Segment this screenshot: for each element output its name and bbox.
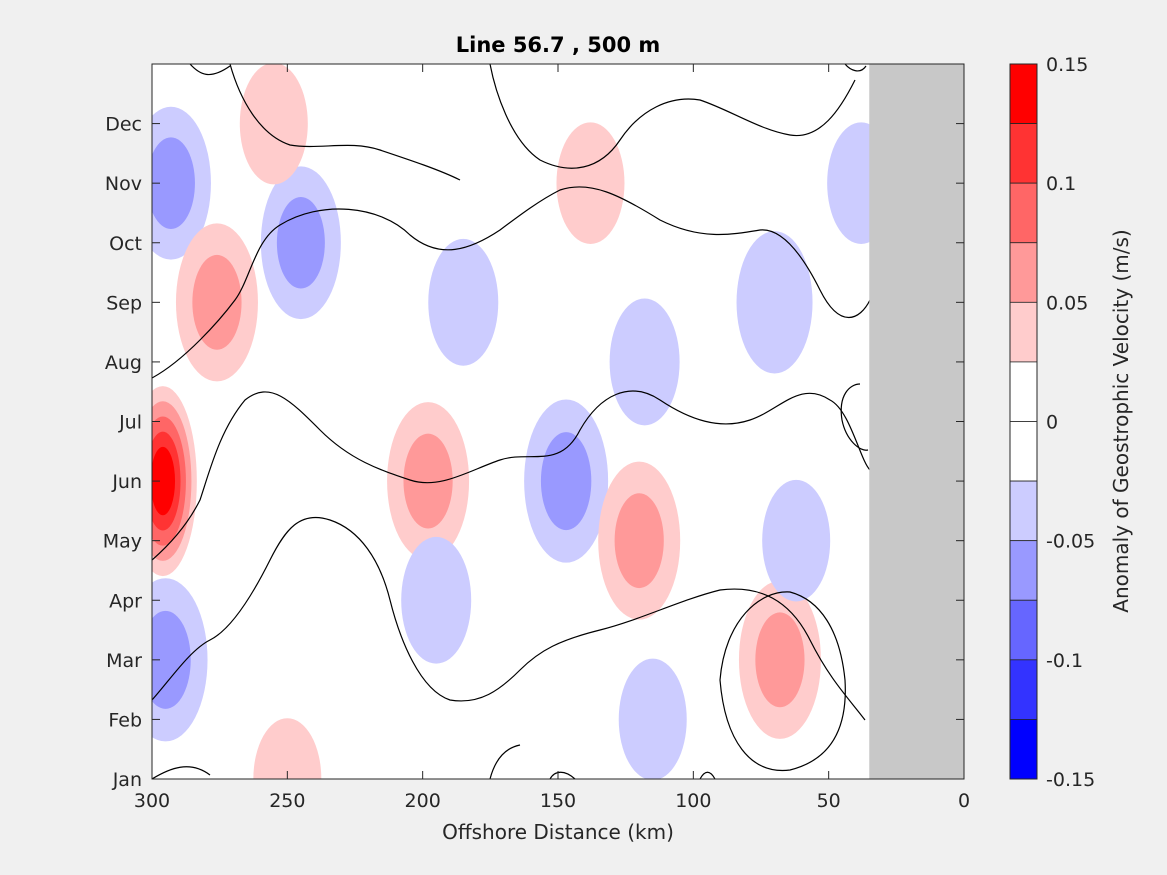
chart-title: Line 56.7 , 500 m [456, 33, 661, 57]
x-tick-label: 100 [675, 790, 711, 812]
y-tick-label: Jul [118, 412, 142, 434]
anomaly-level-3 [614, 493, 664, 589]
zero-contour-line [699, 771, 716, 779]
colorbar-frame [1009, 63, 1038, 780]
anomaly-blob [387, 402, 470, 561]
anomaly-level-3 [192, 254, 242, 350]
anomaly-level-6 [152, 446, 176, 516]
colorbar-cell [1009, 242, 1038, 303]
colorbar-tick-label: 0 [1046, 412, 1058, 434]
x-tick-label: 300 [134, 790, 170, 812]
anomaly-blob [253, 718, 322, 779]
x-tick-label: 150 [540, 790, 576, 812]
anomaly-blob [738, 580, 821, 739]
colorbar-cell [1009, 182, 1038, 244]
colorbar-label: Anomaly of Geostrophic Velocity (m/s) [1109, 229, 1133, 612]
y-tick-label: Apr [109, 590, 142, 612]
anomaly-level-2 [618, 658, 687, 779]
y-tick-label: Oct [109, 233, 142, 255]
x-tick-label: 250 [269, 790, 305, 812]
y-tick-label: Dec [105, 114, 142, 136]
zero-contour-line [489, 744, 521, 779]
y-tick-label: Mar [106, 650, 142, 672]
no-data-region [869, 64, 964, 779]
x-tick-label: 50 [817, 790, 841, 812]
anomaly-level-2 [736, 231, 813, 374]
anomaly-level-3 [755, 612, 805, 708]
zero-contour-line [152, 516, 866, 721]
zero-contour-line [489, 64, 856, 169]
anomaly-blob [556, 122, 625, 244]
anomaly-blob [618, 658, 687, 779]
anomaly-level-2 [401, 536, 472, 664]
colorbar-cell [1009, 599, 1038, 661]
colorbar-cell [1009, 123, 1038, 184]
anomaly-blob [239, 64, 308, 185]
colorbar-cell [1009, 540, 1038, 601]
zero-contour-line [152, 390, 871, 561]
colorbar-tick-label: 0.1 [1046, 173, 1076, 195]
y-tick-label: Nov [105, 173, 142, 195]
anomaly-blob [260, 166, 341, 320]
anomaly-blob [401, 536, 472, 664]
anomaly-blob [152, 106, 211, 260]
anomaly-blob [175, 223, 258, 382]
anomaly-level-2 [239, 64, 308, 185]
y-tick-label: Jan [112, 769, 142, 791]
colorbar-cell [1009, 421, 1038, 482]
anomaly-level-2 [762, 479, 831, 602]
colorbar-cell [1009, 719, 1038, 780]
zero-contour-line [152, 766, 211, 779]
anomaly-level-2 [253, 718, 322, 779]
colorbar-tick-label: 0.05 [1046, 292, 1088, 314]
zero-contour-line [844, 64, 867, 72]
colorbar-cell [1009, 659, 1038, 720]
x-axis-title: Offshore Distance (km) [442, 820, 674, 844]
colorbar: 0.15 0.1 0.05 0 -0.05 -0.1 -0.15 Anomaly of Ge… [1009, 54, 1133, 791]
anomaly-level-3 [403, 433, 453, 529]
anomaly-blob [598, 461, 681, 620]
colorbar-cell [1009, 361, 1038, 422]
colorbar-tick-label: -0.15 [1046, 769, 1095, 791]
zero-contour-line [549, 771, 576, 779]
zero-contour-line [229, 64, 461, 181]
y-tick-label: Feb [108, 709, 142, 731]
y-tick-label: Sep [106, 292, 142, 314]
colorbar-tick-label: -0.05 [1046, 531, 1095, 553]
colorbar-cell [1009, 301, 1038, 363]
colorbar-tick-label: -0.1 [1046, 650, 1083, 672]
colorbar-tick-label: 0.15 [1046, 54, 1088, 76]
x-tick-label: 0 [958, 790, 970, 812]
anomaly-blob [428, 238, 499, 366]
y-tick-label: Jun [111, 471, 142, 493]
anomaly-blob [609, 298, 680, 426]
anomaly-level-2 [428, 238, 499, 366]
anomaly-blob [762, 479, 831, 602]
zero-contour-line [719, 591, 846, 772]
x-tick-label: 200 [405, 790, 441, 812]
colorbar-cell [1009, 63, 1038, 124]
anomaly-blob [152, 386, 197, 577]
zero-contour-line [189, 64, 231, 76]
plot-area: 300 250 200 150 100 50 0 Jan Feb Mar Apr May Jun Jul… [103, 63, 970, 812]
anomaly-level-2 [609, 298, 680, 426]
anomaly-level-2 [556, 122, 625, 244]
y-tick-label: Aug [105, 352, 142, 374]
zero-contour-line [152, 186, 871, 379]
zero-contour-line [840, 383, 869, 451]
y-tick-label: May [103, 531, 142, 553]
anomaly-level-3 [152, 137, 195, 229]
anomaly-level-3 [152, 610, 191, 709]
colorbar-cell [1009, 480, 1038, 542]
anomaly-blob [152, 578, 208, 742]
anomaly-blob [524, 399, 609, 563]
anomaly-level-3 [540, 432, 592, 531]
anomaly-blob [736, 231, 813, 374]
